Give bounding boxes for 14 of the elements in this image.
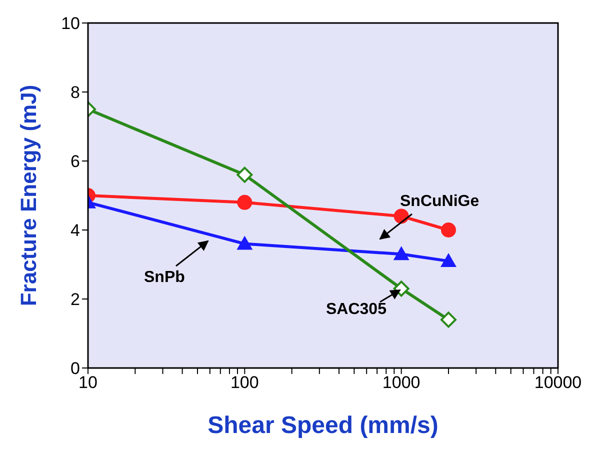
x-axis-title: Shear Speed (mm/s) [208,412,438,439]
series-label: SnCuNiGe [400,193,480,210]
y-tick-label: 2 [70,290,80,310]
x-tick-label: 100 [230,373,259,392]
x-tick-label: 10000 [534,373,582,392]
y-tick-label: 0 [70,359,80,378]
series-label: SAC305 [326,301,387,318]
y-tick-label: 10 [61,14,80,34]
text: SnPb [144,269,186,286]
y-tick-label: 4 [70,221,80,240]
y-tick-label: 6 [70,152,80,172]
y-axis-title: Fracture Energy (mJ) [16,84,41,306]
x-tick-label: 1000 [382,373,420,392]
y-tick-label: 8 [70,83,80,102]
